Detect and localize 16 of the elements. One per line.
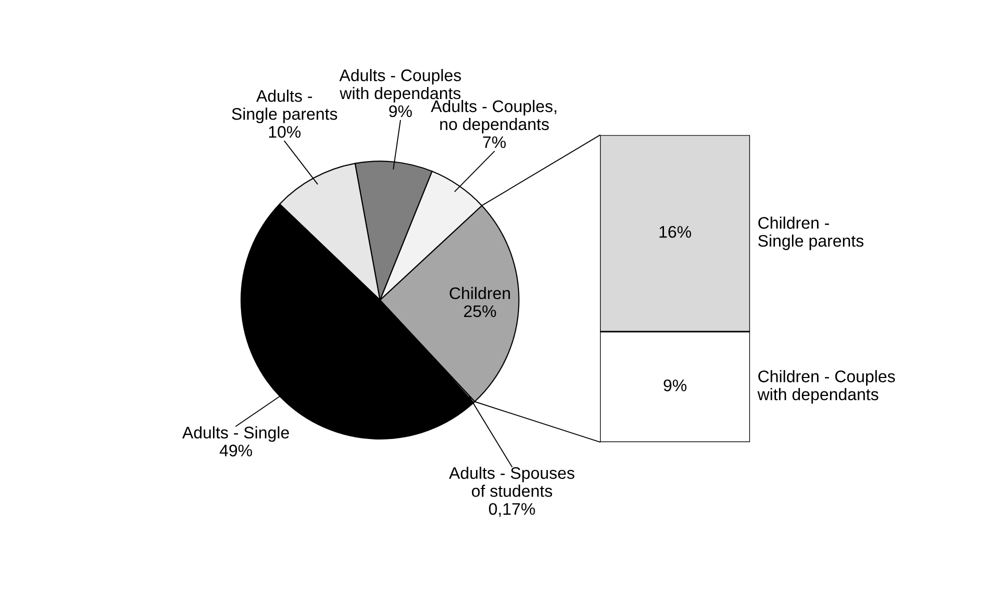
- series-label: Children - Couples with dependants: [757, 370, 895, 404]
- slice-label: Adults - Couples, no dependants: [430, 100, 556, 134]
- slice-label: Adults - Single parents: [232, 90, 338, 124]
- data-label: 9%: [389, 105, 412, 118]
- data-label: 9%: [664, 379, 686, 392]
- data-label: 49%: [220, 444, 252, 456]
- slice-label: Adults - Couples with dependants: [339, 68, 461, 102]
- slice-label: Children: [450, 286, 510, 300]
- data-label: 10%: [269, 126, 301, 138]
- slice-label: Adults - Single: [182, 426, 289, 442]
- data-label: 16%: [660, 226, 692, 238]
- data-label: 25%: [464, 305, 496, 318]
- slice-label: Adults - Spouses of students: [448, 466, 574, 497]
- data-label: 0,17%: [488, 503, 535, 517]
- data-label: 7%: [483, 136, 506, 148]
- series-label: Children - Single parents: [758, 216, 864, 250]
